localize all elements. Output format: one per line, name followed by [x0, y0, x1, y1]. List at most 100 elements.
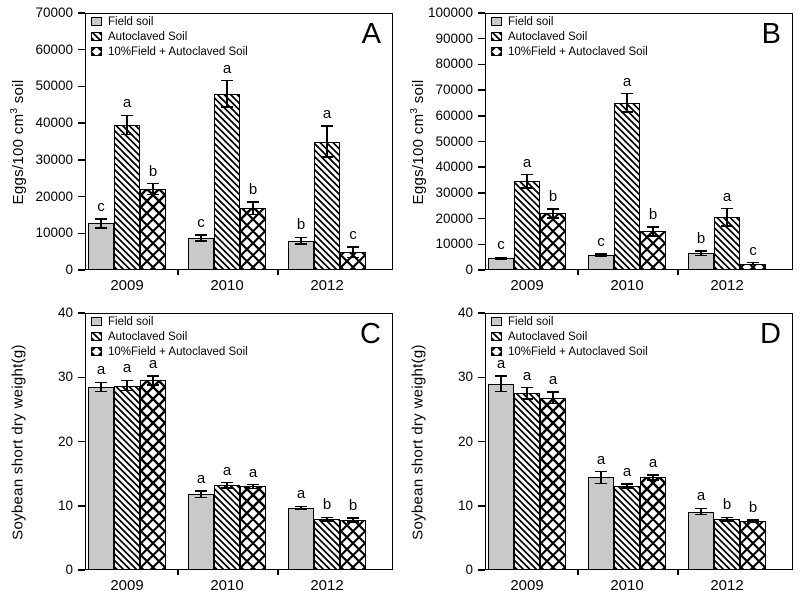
- error-bar-line: [100, 218, 102, 228]
- significance-letter: c: [597, 233, 605, 251]
- error-bar-line: [626, 93, 628, 113]
- bar-a-2010-series1: [188, 238, 214, 270]
- panel-a: Eggs/100 cm3 soil 0 10000 20000 30000 40000 50…: [0, 0, 400, 300]
- legend-label: 10%Field + Autoclaved Soil: [108, 346, 248, 358]
- error-bar-cap-bottom: [321, 156, 333, 158]
- panel-b: Eggs/100 cm3 soil 0 10000 20000 30000 40000 50…: [400, 0, 800, 300]
- legend-label: Field soil: [108, 316, 154, 328]
- significance-letter: a: [496, 354, 506, 372]
- error-bar-cap-top: [221, 481, 233, 484]
- error-bar-line: [726, 208, 728, 227]
- y-tick-label: 50000: [435, 133, 473, 149]
- error-bar-cap-bottom: [695, 513, 707, 516]
- y-tick: [478, 569, 485, 571]
- x-tick-label: 2012: [710, 577, 744, 594]
- significance-letter: a: [196, 469, 206, 487]
- significance-letter: a: [296, 485, 306, 503]
- error-bar-cap-bottom: [647, 235, 659, 237]
- y-tick: [478, 89, 485, 91]
- error-bar-cap-top: [595, 470, 607, 473]
- significance-letter: b: [296, 216, 306, 234]
- error-bar-cap-bottom: [547, 217, 559, 219]
- significance-letter: a: [148, 354, 158, 372]
- significance-letter: b: [548, 188, 558, 206]
- error-bar-cap-bottom: [147, 193, 159, 196]
- bar-c-2009-series3: [140, 380, 166, 570]
- error-bar-cap-top: [121, 379, 133, 382]
- error-bar-line: [152, 183, 154, 195]
- significance-letter: a: [122, 94, 132, 112]
- x-tick: [277, 570, 279, 575]
- error-bar-cap-top: [195, 234, 207, 236]
- bar-d-2010-series1: [588, 477, 614, 570]
- error-bar-line: [126, 380, 128, 391]
- error-bar-line: [200, 490, 202, 498]
- error-bar-line: [752, 262, 754, 265]
- error-bar-cap-bottom: [121, 133, 133, 136]
- error-bar-cap-bottom: [347, 256, 359, 259]
- y-tick: [478, 192, 485, 194]
- error-bar-cap-top: [495, 256, 507, 259]
- significance-letter: a: [722, 187, 732, 205]
- error-bar-line: [652, 226, 654, 237]
- y-tick: [78, 269, 85, 271]
- error-bar-cap-bottom: [547, 402, 559, 405]
- y-tick-label: 30000: [435, 184, 473, 200]
- x-tick: [277, 270, 279, 275]
- significance-letter: b: [348, 496, 358, 514]
- x-tick-label: 2009: [110, 577, 144, 594]
- y-tick-label: 10: [457, 497, 473, 513]
- error-bar-cap-top: [347, 246, 359, 248]
- bar-a-2010-series2: [214, 93, 240, 270]
- error-bar-line: [126, 115, 128, 135]
- y-tick-label: 10000: [35, 225, 73, 241]
- bar-d-2012-series1: [688, 511, 714, 570]
- error-bar-cap-bottom: [321, 520, 333, 522]
- error-bar-line: [552, 392, 554, 404]
- y-tick-label: 20: [457, 433, 473, 449]
- bar-b-2009-series3: [540, 213, 566, 270]
- x-tick-label: 2010: [210, 277, 244, 294]
- error-bar-cap-top: [695, 507, 707, 510]
- y-tick-label: 20000: [435, 210, 473, 226]
- y-tick-label: 100000: [427, 5, 473, 20]
- error-bar-cap-bottom: [721, 520, 733, 522]
- significance-letter: a: [648, 453, 658, 471]
- bar-d-2009-series1: [488, 383, 514, 570]
- error-bar-cap-top: [321, 516, 333, 519]
- bar-b-2010-series2: [614, 102, 640, 270]
- y-tick: [478, 505, 485, 507]
- error-bar-cap-bottom: [521, 187, 533, 189]
- y-tick: [78, 312, 85, 314]
- bar-d-2009-series3: [540, 397, 566, 570]
- bar-c-2010-series3: [240, 486, 266, 570]
- y-tick: [478, 37, 485, 40]
- error-bar-line: [100, 382, 102, 392]
- x-tick: [577, 570, 579, 575]
- error-bar-line: [600, 254, 602, 257]
- error-bar-cap-bottom: [95, 227, 107, 229]
- error-bar-cap-bottom: [295, 508, 307, 510]
- error-bar-line: [326, 517, 328, 522]
- bar-c-2012-series1: [288, 507, 314, 570]
- y-tick-label: 20: [57, 433, 73, 449]
- error-bar-line: [226, 80, 228, 107]
- legend-swatch-cross-icon: [91, 47, 102, 56]
- y-tick-label: 60000: [35, 41, 73, 57]
- significance-letter: a: [522, 153, 532, 171]
- error-bar-cap-top: [321, 125, 333, 127]
- x-tick: [177, 570, 179, 575]
- error-bar-line: [200, 235, 202, 241]
- error-bar-cap-bottom: [747, 263, 759, 266]
- x-tick: [677, 570, 679, 575]
- error-bar-cap-bottom: [521, 398, 533, 400]
- y-tick-label: 40: [57, 305, 73, 320]
- x-tick-label: 2009: [110, 277, 144, 294]
- bar-a-2009-series1: [88, 223, 114, 270]
- panel-letter: C: [360, 318, 381, 350]
- significance-letter: a: [696, 487, 706, 505]
- error-bar-cap-bottom: [295, 243, 307, 245]
- error-bar-cap-bottom: [621, 487, 633, 489]
- x-tick: [677, 270, 679, 275]
- error-bar-cap-top: [147, 182, 159, 185]
